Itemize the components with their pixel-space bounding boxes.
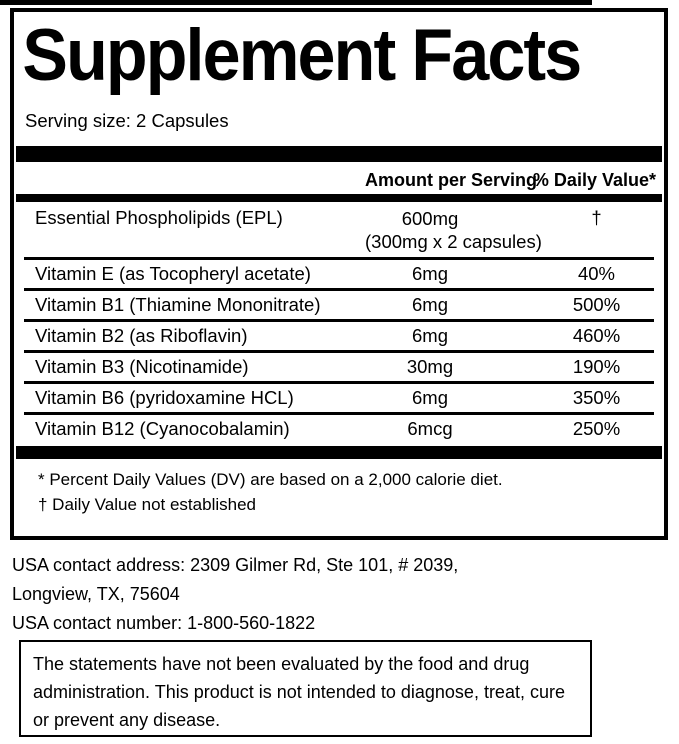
contact-block: USA contact address: 2309 Gilmer Rd, Ste…	[12, 551, 458, 638]
disclaimer-box: The statements have not been evaluated b…	[19, 640, 592, 737]
contact-address-line1: USA contact address: 2309 Gilmer Rd, Ste…	[12, 555, 459, 575]
ingredient-row-vitamin-b2: Vitamin B2 (as Riboflavin) 6mg 460%	[14, 322, 664, 350]
ingredient-amount-note: (300mg x 2 capsules)	[365, 231, 542, 252]
thick-rule-header	[16, 194, 662, 202]
ingredient-dv: 40%	[577, 263, 616, 284]
contact-phone: USA contact number: 1-800-560-1822	[12, 613, 316, 633]
row-separator	[24, 319, 654, 322]
footnotes: * Percent Daily Values (DV) are based on…	[14, 459, 664, 517]
footnote-daily-value: * Percent Daily Values (DV) are based on…	[38, 470, 503, 489]
ingredient-name: Vitamin E (as Tocopheryl acetate)	[35, 263, 311, 284]
ingredient-dv: 190%	[572, 356, 621, 377]
serving-size: Serving size: 2 Capsules	[25, 110, 229, 131]
ingredient-row-vitamin-b3: Vitamin B3 (Nicotinamide) 30mg 190%	[14, 353, 664, 381]
supplement-facts-panel: Supplement Facts Serving size: 2 Capsule…	[10, 8, 668, 540]
row-separator	[24, 381, 654, 384]
ingredient-amount: 6mg	[412, 263, 448, 284]
ingredient-row-epl: Essential Phospholipids (EPL) 600mg (300…	[14, 202, 664, 257]
ingredient-row-vitamin-b6: Vitamin B6 (pyridoxamine HCL) 6mg 350%	[14, 384, 664, 412]
ingredient-dv: 460%	[572, 325, 621, 346]
ingredient-amount-value: 600mg	[401, 208, 459, 229]
ingredient-amount: 6mg	[412, 387, 448, 408]
thick-rule-bottom	[16, 446, 662, 459]
disclaimer-text: The statements have not been evaluated b…	[33, 654, 565, 730]
ingredient-name: Vitamin B2 (as Riboflavin)	[35, 325, 248, 346]
footnote-dagger: † Daily Value not established	[38, 495, 256, 514]
ingredient-name: Vitamin B3 (Nicotinamide)	[35, 356, 249, 377]
ingredient-name: Vitamin B12 (Cyanocobalamin)	[35, 418, 290, 439]
ingredient-row-vitamin-e: Vitamin E (as Tocopheryl acetate) 6mg 40…	[14, 260, 664, 288]
row-separator	[24, 288, 654, 291]
column-header-dv: % Daily Value*	[532, 170, 656, 190]
ingredient-row-vitamin-b1: Vitamin B1 (Thiamine Mononitrate) 6mg 50…	[14, 291, 664, 319]
ingredient-amount: 600mg (300mg x 2 capsules)	[365, 207, 542, 253]
ingredient-amount: 6mcg	[407, 418, 453, 439]
ingredient-name: Vitamin B6 (pyridoxamine HCL)	[35, 387, 294, 408]
ingredient-dv: 250%	[572, 418, 621, 439]
row-separator	[24, 350, 654, 353]
top-crop-bar	[0, 0, 592, 5]
ingredient-row-vitamin-b12: Vitamin B12 (Cyanocobalamin) 6mcg 250%	[14, 415, 664, 443]
ingredient-dv: 500%	[572, 294, 621, 315]
ingredient-amount: 30mg	[406, 356, 454, 377]
column-header-row: Amount per Serving % Daily Value*	[14, 162, 664, 194]
ingredient-name: Essential Phospholipids (EPL)	[35, 207, 283, 228]
ingredient-dv: †	[591, 207, 602, 228]
contact-address-line2: Longview, TX, 75604	[12, 584, 180, 604]
ingredient-dv: 350%	[572, 387, 621, 408]
thick-rule-top	[16, 146, 662, 162]
panel-title: Supplement Facts	[22, 15, 582, 96]
row-separator	[24, 257, 654, 260]
row-separator	[24, 412, 654, 415]
ingredient-name: Vitamin B1 (Thiamine Mononitrate)	[35, 294, 321, 315]
ingredient-amount: 6mg	[412, 294, 448, 315]
column-header-amount: Amount per Serving	[365, 170, 538, 190]
ingredient-amount: 6mg	[412, 325, 448, 346]
